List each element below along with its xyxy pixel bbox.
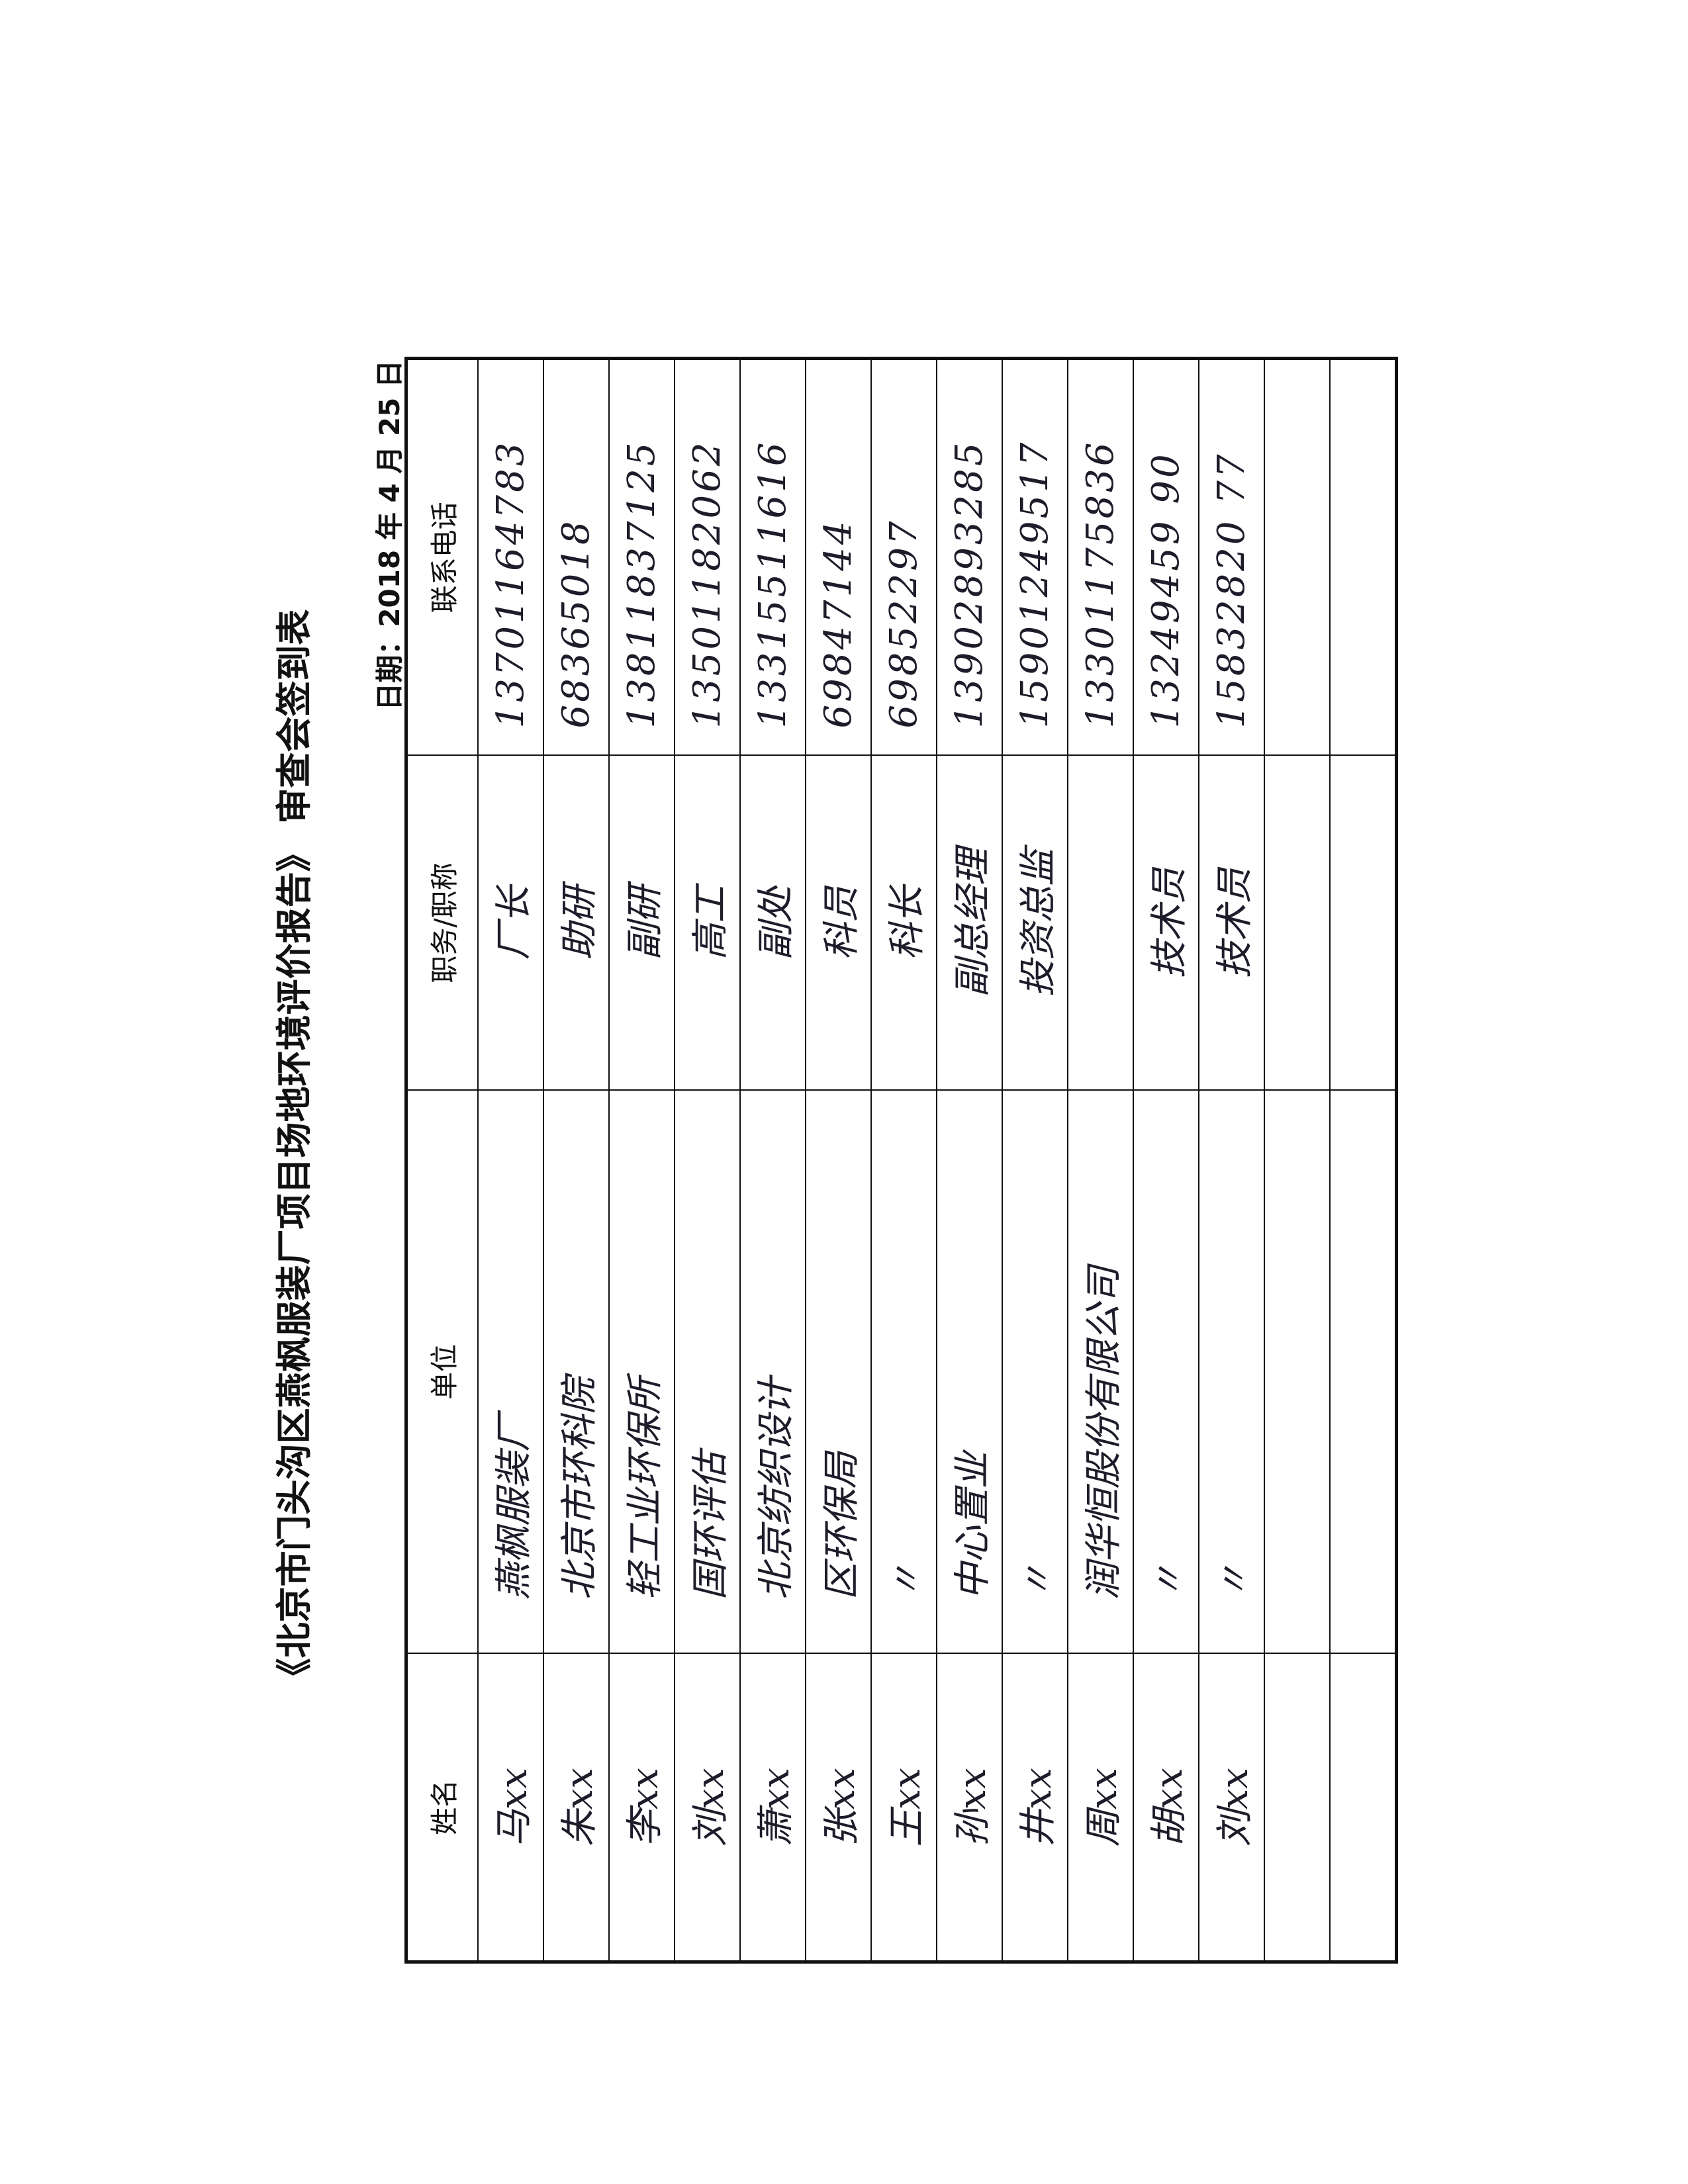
position-cell: 投资总监 [1002, 755, 1068, 1091]
phone-cell [1330, 358, 1397, 756]
position-cell: 厂长 [478, 755, 543, 1091]
phone-cell: 13301175836 [1068, 358, 1133, 756]
signature-name: 朱xx [543, 1653, 609, 1962]
table-row: 马xx 燕枫服装厂 厂长 13701164783 [478, 358, 543, 1962]
table-row: 周xx 润华恒股份有限公司 13301175836 [1068, 358, 1133, 1962]
table-row: 朱xx 北京市环科院 助研 68365018 [543, 358, 609, 1962]
position-cell [1264, 755, 1330, 1091]
unit-cell: 燕枫服装厂 [478, 1090, 543, 1654]
unit-cell: 〃 [1002, 1090, 1068, 1654]
phone-cell: 13501182062 [675, 358, 740, 756]
header-phone: 联系电话 [406, 358, 478, 756]
signature-name: 王xx [871, 1653, 937, 1962]
unit-cell: 中心置业 [937, 1090, 1002, 1654]
table-row: 萧xx 北京纺织设计 副处 13315511616 [740, 358, 806, 1962]
phone-cell: 13315511616 [740, 358, 806, 756]
unit-cell: 〃 [1199, 1090, 1264, 1654]
signature-name [1330, 1653, 1397, 1962]
position-cell [1068, 755, 1133, 1091]
unit-cell: 区环保局 [806, 1090, 871, 1654]
signature-name: 周xx [1068, 1653, 1133, 1962]
position-cell: 技术员 [1133, 755, 1199, 1091]
unit-cell: 轻工业环保所 [609, 1090, 675, 1654]
position-cell: 科员 [806, 755, 871, 1091]
table-row: 李xx 轻工业环保所 副研 13811837125 [609, 358, 675, 1962]
table-row: 张xx 区环保局 科员 69847144 [806, 358, 871, 1962]
unit-cell: 〃 [871, 1090, 937, 1654]
unit-cell: 润华恒股份有限公司 [1068, 1090, 1133, 1654]
phone-cell: 68365018 [543, 358, 609, 756]
table-row: 刘xx 国环评估 高工 13501182062 [675, 358, 740, 1962]
position-cell [1330, 755, 1397, 1091]
phone-cell: 13701164783 [478, 358, 543, 756]
phone-cell: 69852297 [871, 358, 937, 756]
phone-cell: 13902893285 [937, 358, 1002, 756]
phone-cell: 69847144 [806, 358, 871, 756]
header-row: 姓名 单位 职务/职称 联系电话 [406, 358, 478, 1962]
table-row [1264, 358, 1330, 1962]
signature-name: 萧xx [740, 1653, 806, 1962]
signature-name: 井xx [1002, 1653, 1068, 1962]
table-row: 王xx 〃科长 69852297 [871, 358, 937, 1962]
header-position: 职务/职称 [406, 755, 478, 1091]
phone-cell [1264, 358, 1330, 756]
phone-cell: 13811837125 [609, 358, 675, 756]
table-row: 井xx 〃投资总监 15901249517 [1002, 358, 1068, 1962]
phone-cell: 13249459 90 [1133, 358, 1199, 756]
signature-name: 张xx [806, 1653, 871, 1962]
unit-cell [1264, 1090, 1330, 1654]
phone-cell: 15832820 77 [1199, 358, 1264, 756]
header-unit: 单位 [406, 1090, 478, 1654]
sign-in-table: 姓名 单位 职务/职称 联系电话 马xx 燕枫服装厂 厂长 13701164783 朱x… [404, 357, 1398, 1964]
table-row: 胡xx 〃技术员 13249459 90 [1133, 358, 1199, 1962]
signature-name: 刘xx [1199, 1653, 1264, 1962]
unit-cell: 〃 [1133, 1090, 1199, 1654]
position-cell: 副研 [609, 755, 675, 1091]
document-title: 《北京市门头沟区燕枫服装厂项目场地环境评价报告》 审查会签到表 [273, 609, 315, 1694]
signature-name [1264, 1653, 1330, 1962]
position-cell: 副处 [740, 755, 806, 1091]
position-cell: 技术员 [1199, 755, 1264, 1091]
unit-cell: 北京纺织设计 [740, 1090, 806, 1654]
meeting-date: 日期：2018 年 4 月 25 日 [373, 360, 406, 711]
signature-name: 胡xx [1133, 1653, 1199, 1962]
position-cell: 副总经理 [937, 755, 1002, 1091]
table-row: 刘xx 〃技术员 15832820 77 [1199, 358, 1264, 1962]
position-cell: 助研 [543, 755, 609, 1091]
signature-name: 马xx [478, 1653, 543, 1962]
table-row [1330, 358, 1397, 1962]
position-cell: 高工 [675, 755, 740, 1091]
unit-cell: 国环评估 [675, 1090, 740, 1654]
unit-cell [1330, 1090, 1397, 1654]
unit-cell: 北京市环科院 [543, 1090, 609, 1654]
phone-cell: 15901249517 [1002, 358, 1068, 756]
header-name: 姓名 [406, 1653, 478, 1962]
position-cell: 科长 [871, 755, 937, 1091]
signature-name: 孙xx [937, 1653, 1002, 1962]
signature-name: 李xx [609, 1653, 675, 1962]
table-row: 孙xx 中心置业 副总经理 13902893285 [937, 358, 1002, 1962]
signature-name: 刘xx [675, 1653, 740, 1962]
